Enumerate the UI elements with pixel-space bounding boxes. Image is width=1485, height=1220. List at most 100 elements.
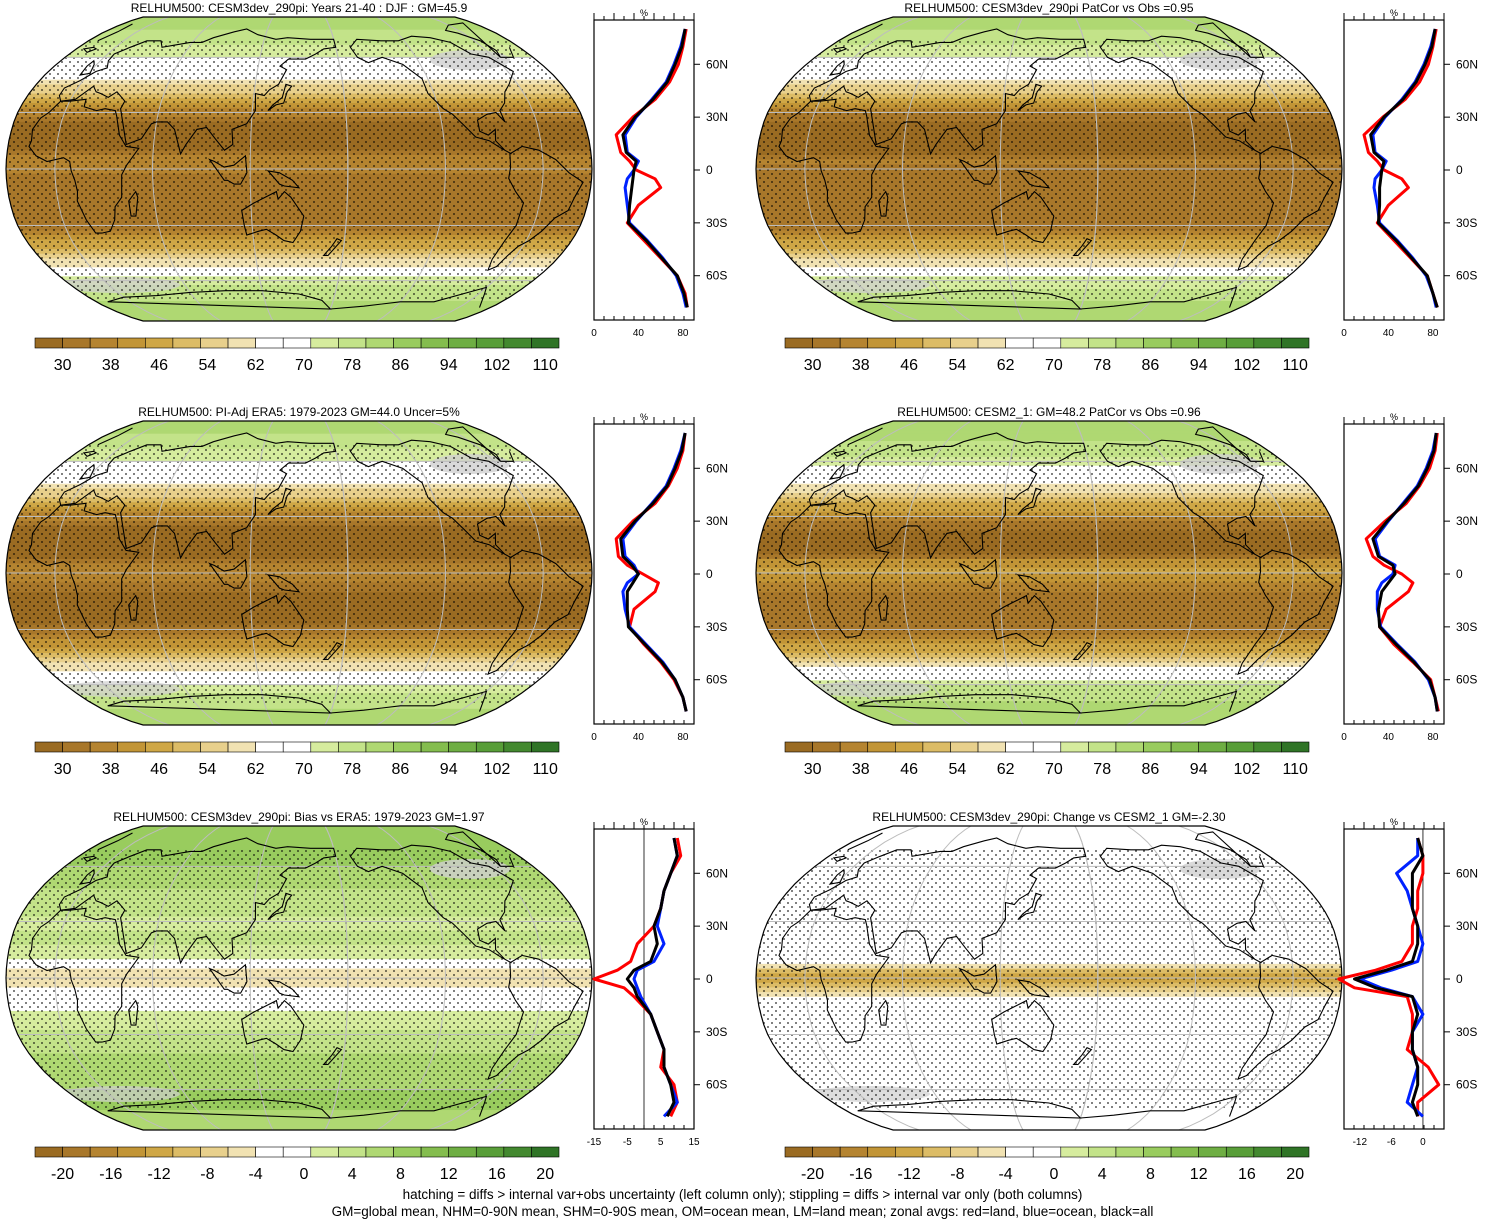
colorbar-swatch	[1088, 741, 1117, 753]
panel-5: RELHUM500: CESM3dev_290pi: Bias vs ERA5:…	[0, 809, 740, 1209]
colorbar-swatch	[227, 741, 256, 753]
map-band	[756, 433, 1342, 438]
coast-south-america	[487, 145, 584, 272]
colorbar-label: 46	[900, 357, 918, 374]
profile-x-label: -5	[623, 1137, 632, 1148]
colorbar-swatch	[200, 337, 229, 349]
map-band	[756, 304, 1342, 309]
colorbar-label: 86	[392, 761, 410, 778]
map-coastlines	[28, 426, 584, 714]
coast-greenland	[847, 426, 1265, 462]
map-band	[756, 838, 1342, 843]
panel-1-svg: RELHUM500: CESM3dev_290pi: Years 21-40 :…	[5, 1, 728, 374]
coast-greenland	[97, 426, 515, 462]
map-band	[6, 708, 592, 713]
profile-x-label: 0	[1341, 328, 1347, 339]
coast-uk	[828, 463, 845, 480]
profile-x-label: -15	[587, 1137, 602, 1148]
coast-madagascar	[878, 190, 889, 217]
colorbar-swatch	[117, 1146, 146, 1158]
map-band	[6, 440, 592, 446]
coast-australia	[241, 594, 305, 648]
map-band	[6, 421, 592, 424]
colorbar-swatch	[1060, 1146, 1089, 1158]
coast-new-guinea	[266, 574, 301, 593]
colorbar-label: 38	[102, 761, 120, 778]
colorbar-label: 46	[150, 761, 168, 778]
coast-madagascar	[128, 594, 139, 621]
profile-lat-label: 60N	[706, 57, 728, 71]
profile-lat-label: 30S	[1456, 1025, 1477, 1039]
coast-north-america	[349, 439, 514, 559]
colorbar-swatch	[393, 1146, 422, 1158]
colorbar-swatch	[255, 1146, 284, 1158]
colorbar-label: 78	[1093, 761, 1111, 778]
colorbar-swatch	[1088, 1146, 1117, 1158]
panel-3: RELHUM500: PI-Adj ERA5: 1979-2023 GM=44.…	[0, 404, 740, 804]
colorbar-label: -20	[801, 1166, 824, 1183]
colorbar-label: -16	[99, 1166, 122, 1183]
colorbar-swatch	[365, 741, 394, 753]
colorbar: -20 -16 -12 -8 -4 0 4 8 12 16 20	[784, 1146, 1310, 1183]
colorbar-swatch	[812, 1146, 841, 1158]
coast-japan	[267, 487, 293, 516]
map-border	[5, 825, 593, 1131]
profile-all-line	[625, 837, 679, 1118]
coast-antarctica	[857, 1095, 1238, 1119]
map-band	[756, 721, 1342, 724]
map-band	[6, 826, 592, 829]
colorbar-swatch	[867, 741, 896, 753]
panel-title: RELHUM500: CESM3dev_290pi: Years 21-40 :…	[131, 1, 468, 15]
colorbar-label: 54	[949, 357, 967, 374]
colorbar-swatch	[200, 741, 229, 753]
colorbar-label: 78	[343, 761, 361, 778]
colorbar-label: 78	[1093, 357, 1111, 374]
map-band	[6, 29, 592, 34]
colorbar-label: -4	[998, 1166, 1012, 1183]
coast-greenland	[847, 831, 1265, 867]
map-field	[756, 421, 1342, 725]
profile-lat-label: 0	[1456, 972, 1463, 986]
panel-2-svg: RELHUM500: CESM3dev_290pi PatCor vs Obs …	[755, 1, 1478, 374]
profile-x-label: 80	[1427, 732, 1439, 743]
map-coastlines	[28, 831, 584, 1119]
coast-south-america	[1237, 954, 1334, 1081]
map-band	[6, 23, 592, 27]
coast-new-guinea	[1016, 574, 1051, 593]
map-band	[6, 1120, 592, 1125]
colorbar: 30 38 46 54 62 70 78 86 94 102 110	[784, 741, 1310, 778]
colorbar-label: 16	[1238, 1166, 1256, 1183]
coast-iceland	[832, 450, 848, 457]
coast-borneo-sumatra	[208, 963, 248, 994]
colorbar-swatch	[1198, 741, 1227, 753]
colorbar-swatch	[1032, 1146, 1062, 1158]
coast-japan	[1017, 892, 1043, 921]
colorbar-label: 102	[484, 357, 511, 374]
colorbar-swatch	[950, 741, 979, 753]
colorbar-label: 110	[1282, 357, 1308, 374]
map-band	[6, 1117, 592, 1122]
map-band	[6, 1113, 592, 1118]
colorbar-swatch	[172, 741, 201, 753]
map-band	[756, 18, 1342, 22]
map-band	[6, 845, 592, 851]
colorbar-label: 54	[199, 761, 217, 778]
colorbar-label: 30	[54, 357, 72, 374]
colorbar-label: 38	[852, 357, 870, 374]
profile-x-label: 0	[1420, 1137, 1426, 1148]
map-field	[756, 826, 1342, 1130]
coast-uk	[78, 463, 95, 480]
coast-new-zealand	[1072, 238, 1093, 257]
coast-madagascar	[878, 594, 889, 621]
colorbar-swatch	[1005, 741, 1034, 753]
profile-lat-label: 30N	[706, 514, 728, 528]
map-band	[6, 1123, 592, 1127]
colorbar-label: 8	[1146, 1166, 1155, 1183]
colorbar-swatch	[503, 337, 532, 349]
colorbar-swatch	[1032, 741, 1062, 753]
colorbar-swatch	[62, 1146, 91, 1158]
colorbar-swatch	[1115, 337, 1144, 349]
colorbar-label: 110	[532, 357, 558, 374]
profile-all-line	[1371, 432, 1439, 712]
colorbar-label: 62	[997, 761, 1015, 778]
